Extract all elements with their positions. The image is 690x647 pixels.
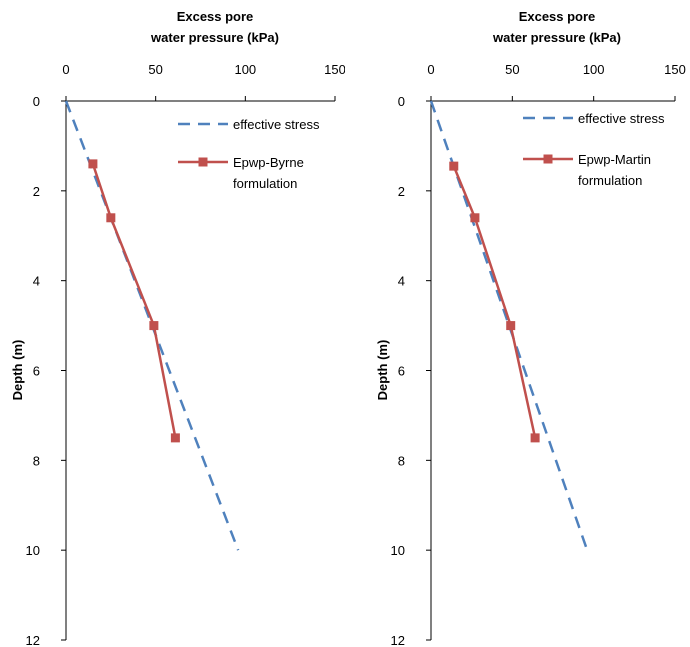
legend-epwp-label: formulation (578, 173, 642, 188)
legend-epwp-label: Epwp-Byrne (233, 155, 304, 170)
y-tick-label: 0 (398, 94, 405, 109)
legend-epwp-label: Epwp-Martin (578, 152, 651, 167)
epwp-marker (170, 433, 180, 443)
x-tick-label: 150 (324, 62, 345, 77)
y-tick-label: 4 (33, 274, 40, 289)
x-axis-title: Excess pore (177, 9, 254, 24)
x-axis-title: water pressure (kPa) (150, 30, 279, 45)
y-tick-label: 4 (398, 274, 405, 289)
x-tick-label: 0 (427, 62, 434, 77)
y-tick-label: 0 (33, 94, 40, 109)
epwp-marker (88, 159, 98, 169)
x-axis-title: water pressure (kPa) (492, 30, 621, 45)
x-tick-label: 0 (62, 62, 69, 77)
epwp-marker (506, 321, 516, 331)
legend-effective-stress-label: effective stress (233, 117, 320, 132)
y-tick-label: 12 (391, 633, 405, 647)
y-tick-label: 6 (33, 364, 40, 379)
y-tick-label: 2 (33, 184, 40, 199)
epwp-marker (149, 321, 159, 331)
x-tick-label: 150 (664, 62, 686, 77)
x-tick-label: 100 (583, 62, 605, 77)
y-tick-label: 8 (33, 453, 40, 468)
x-tick-label: 50 (505, 62, 519, 77)
y-tick-label: 12 (26, 633, 40, 647)
y-tick-label: 10 (391, 543, 405, 558)
epwp-marker (449, 161, 459, 171)
x-tick-label: 100 (234, 62, 256, 77)
legend-epwp-marker (198, 157, 208, 167)
legend-effective-stress-label: effective stress (578, 111, 665, 126)
chart-left: Excess pore water pressure (kPa) Depth (m)… (10, 9, 345, 647)
y-tick-label: 6 (398, 364, 405, 379)
y-tick-label: 2 (398, 184, 405, 199)
x-tick-label: 50 (148, 62, 162, 77)
epwp-line (91, 163, 177, 439)
y-axis-title: Depth (m) (10, 340, 25, 401)
legend-epwp-label: formulation (233, 176, 297, 191)
epwp-marker (530, 433, 540, 443)
epwp-line (452, 165, 537, 439)
epwp-marker (470, 213, 480, 223)
epwp-marker (106, 213, 116, 223)
x-axis-title: Excess pore (519, 9, 596, 24)
y-tick-label: 10 (26, 543, 40, 558)
chart-right: Excess pore water pressure (kPa) Depth (m)… (375, 9, 686, 647)
y-axis-title: Depth (m) (375, 340, 390, 401)
y-tick-label: 8 (398, 453, 405, 468)
legend-epwp-marker (543, 154, 553, 164)
